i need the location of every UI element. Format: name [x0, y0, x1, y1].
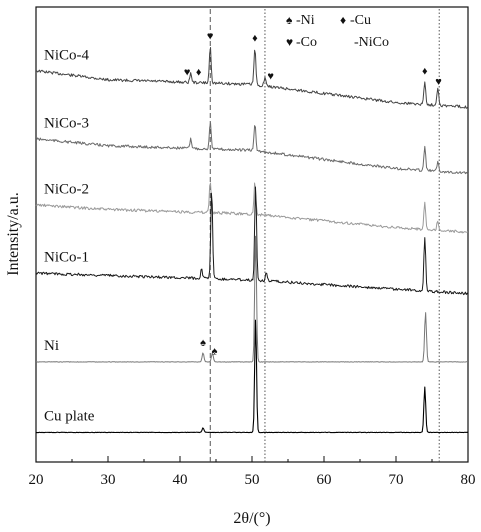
series-line — [35, 182, 469, 234]
x-tick-label-40: 40 — [173, 472, 188, 488]
legend-entry-2: -Cu — [350, 13, 371, 28]
spade-marker: ♠ — [212, 345, 218, 357]
x-axis: 20 30 40 50 60 70 80 — [29, 456, 476, 488]
x-tick-label-30: 30 — [101, 472, 116, 488]
diamond-marker: ♦ — [422, 66, 428, 78]
series-label: Ni — [44, 338, 59, 354]
series-4: NiCo-1 — [35, 186, 469, 296]
series-label: NiCo-1 — [44, 249, 89, 265]
y-axis-label: Intensity/a.u. — [5, 192, 22, 276]
series-label: NiCo-2 — [44, 181, 89, 197]
series-label: NiCo-4 — [44, 48, 90, 64]
markers-group: ♥ ♦ ♥ ♦ ♥ ♦ ♥ ♠ ♠ — [184, 31, 442, 358]
x-tick-label-50: 50 — [245, 472, 260, 488]
x-axis-label: 2θ/(°) — [233, 510, 270, 527]
series-line — [35, 47, 469, 109]
x-tick-label-20: 20 — [29, 472, 44, 488]
legend-entry-3: -Co — [296, 35, 317, 50]
x-tick-label-70: 70 — [389, 472, 404, 488]
legend-entry-4: -NiCo — [354, 35, 389, 50]
heart-marker: ♥ — [435, 76, 442, 88]
series-5: Ni — [35, 235, 469, 363]
series-line — [35, 235, 469, 363]
x-tick-label-80: 80 — [461, 472, 476, 488]
series-label: Cu plate — [44, 408, 95, 424]
series-1: NiCo-4 — [35, 47, 469, 109]
diamond-marker: ♦ — [252, 32, 258, 44]
legend: ♠ -Ni ♦ -Cu ♥ -Co -NiCo — [286, 13, 389, 50]
series-3: NiCo-2 — [35, 181, 469, 234]
x-tick-label-60: 60 — [317, 472, 332, 488]
series-line — [35, 186, 469, 296]
diamond-legend-symbol: ♦ — [340, 13, 346, 27]
diamond-marker: ♦ — [196, 67, 202, 79]
series-line — [35, 122, 469, 175]
heart-marker: ♥ — [267, 71, 274, 83]
series-line — [35, 319, 469, 434]
plot-area — [35, 6, 469, 463]
heart-legend-symbol: ♥ — [286, 35, 293, 49]
series-2: NiCo-3 — [35, 116, 469, 175]
heart-marker: ♥ — [207, 31, 214, 43]
series-6: Cu plate — [35, 319, 469, 434]
spade-legend-symbol: ♠ — [286, 13, 293, 27]
legend-entry-1: -Ni — [296, 13, 315, 28]
series-group: NiCo-4 NiCo-3 NiCo-2 NiCo-1 Ni Cu plate — [35, 47, 469, 434]
series-label: NiCo-3 — [44, 116, 89, 132]
spade-marker: ♠ — [200, 337, 206, 349]
heart-marker: ♥ — [184, 66, 191, 78]
